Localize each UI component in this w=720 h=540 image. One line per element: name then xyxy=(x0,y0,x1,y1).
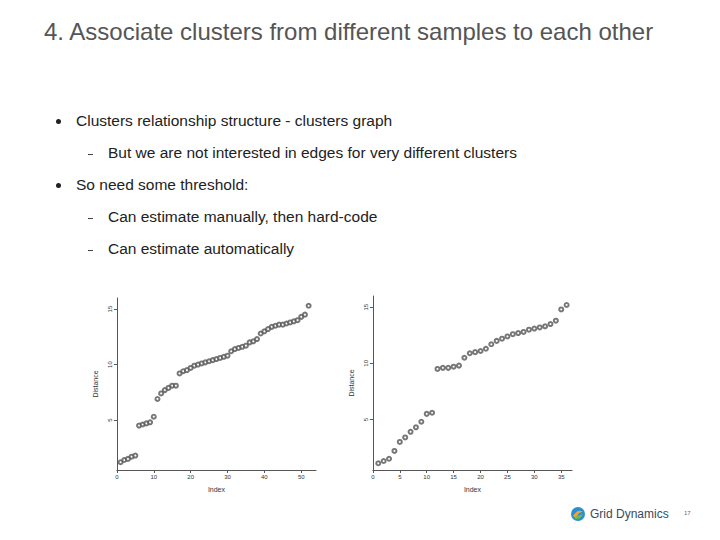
svg-text:35: 35 xyxy=(558,474,565,480)
html-text:4. Associate clusters from dif: 4. Associate clusters from different sam… xyxy=(44,18,654,45)
svg-text:10: 10 xyxy=(150,474,157,480)
html-text:Clusters relationship structur: Clusters relationship structure - cluste… xyxy=(76,112,393,129)
svg-text:0: 0 xyxy=(115,474,119,480)
html-text:But we are not interested in e: But we are not interested in edges for v… xyxy=(108,144,517,161)
svg-text:20: 20 xyxy=(187,474,194,480)
html-text:So need some threshold:: So need some threshold: xyxy=(76,176,249,193)
svg-text:5: 5 xyxy=(363,417,369,421)
svg-text:15: 15 xyxy=(450,474,457,480)
svg-text:20: 20 xyxy=(477,474,484,480)
html-text:17: 17 xyxy=(684,510,691,516)
html-text:Can estimate manually, then ha: Can estimate manually, then hard-code xyxy=(108,208,378,225)
svg-text:0: 0 xyxy=(371,474,375,480)
svg-text:Index: Index xyxy=(464,486,482,493)
svg-text:25: 25 xyxy=(504,474,511,480)
svg-text:15: 15 xyxy=(363,303,369,310)
svg-text:15: 15 xyxy=(107,305,113,312)
svg-text:10: 10 xyxy=(363,359,369,366)
svg-text:50: 50 xyxy=(298,474,305,480)
svg-text:Index: Index xyxy=(208,486,226,493)
html-text:Can estimate automatically: Can estimate automatically xyxy=(108,240,295,257)
svg-text:30: 30 xyxy=(224,474,231,480)
svg-text:40: 40 xyxy=(261,474,268,480)
svg-text:10: 10 xyxy=(107,361,113,368)
svg-text:5: 5 xyxy=(398,474,402,480)
svg-text:10: 10 xyxy=(423,474,430,480)
svg-text:30: 30 xyxy=(531,474,538,480)
svg-text:Distance: Distance xyxy=(92,370,99,397)
svg-text:5: 5 xyxy=(107,418,113,422)
svg-text:Distance: Distance xyxy=(348,369,355,396)
html-text:Grid Dynamics: Grid Dynamics xyxy=(590,507,669,521)
